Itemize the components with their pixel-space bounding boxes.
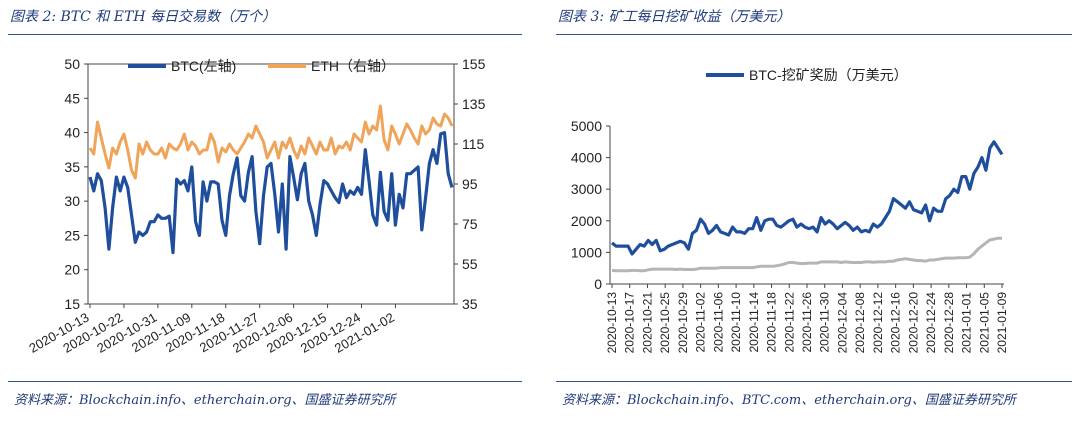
figure-2-top-rule <box>8 34 522 35</box>
figure-2-title: 图表 2: BTC 和 ETH 每日交易数（万个） <box>10 9 276 25</box>
x-tick-label: 2020-10-17 <box>623 292 637 354</box>
x-tick-label: 2020-11-14 <box>747 292 761 353</box>
legend-eth-label: ETH（右轴） <box>311 58 395 74</box>
x-tick-label: 2020-11-18 <box>765 292 779 353</box>
left-tick-label: 20 <box>64 262 80 278</box>
figure-3-top-rule <box>556 34 1072 35</box>
x-tick-label: 2020-12-08 <box>853 292 867 354</box>
right-tick-label: 35 <box>462 296 478 312</box>
right-tick-label: 55 <box>462 256 478 272</box>
figure-3-bottom-rule <box>556 381 1072 382</box>
x-tick-label: 2020-12-16 <box>889 292 903 354</box>
figure-3-chart: 0 1000 2000 3000 4000 5000 2020-10-13 2020-10-1… <box>571 67 1009 354</box>
y-tick-label: 2000 <box>571 213 602 229</box>
figure-2-panel: 图表 2: BTC 和 ETH 每日交易数（万个） 15 20 25 30 35 40 45… <box>0 0 530 429</box>
figure-3-title: 图表 3: 矿工每日挖矿收益（万美元） <box>558 9 791 25</box>
x-tick-label: 2020-11-02 <box>694 292 708 353</box>
x-tick-label: 2020-12-04 <box>835 292 849 354</box>
left-tick-label: 50 <box>64 56 80 72</box>
figure-3-source: 资料来源：Blockchain.info、BTC.com、etherchain.… <box>562 393 1016 408</box>
left-tick-label: 30 <box>64 193 80 209</box>
y-tick-label: 4000 <box>571 150 602 166</box>
legend-btc-label: BTC(左轴) <box>171 58 236 74</box>
x-tick-label: 2020-11-22 <box>782 292 796 353</box>
x-tick-label: 2021-01-05 <box>977 292 991 354</box>
y-tick-label: 3000 <box>571 181 602 197</box>
right-tick-label: 95 <box>462 176 478 192</box>
left-tick-label: 45 <box>64 90 80 106</box>
x-tick-label: 2020-12-28 <box>942 292 956 354</box>
left-tick-label: 25 <box>64 227 80 243</box>
grey-series-line <box>611 236 1002 273</box>
figure-2-bottom-rule <box>8 381 522 382</box>
figure-2-chart: 1520253035404550355575951151351552020-10… <box>26 56 486 356</box>
plot-frame <box>87 63 455 305</box>
x-tick-label: 2020-11-26 <box>800 292 814 353</box>
right-tick-label: 155 <box>462 56 486 72</box>
figure-3-panel: 图表 3: 矿工每日挖矿收益（万美元） 0 1000 2000 3000 4000 500… <box>548 0 1080 429</box>
x-tick-label: 2020-10-25 <box>658 292 672 354</box>
right-tick-label: 115 <box>462 136 485 152</box>
x-tick-label: 2020-11-30 <box>818 292 832 353</box>
x-tick-label: 2021-01-09 <box>995 292 1009 354</box>
x-tick-label: 2020-11-10 <box>729 292 743 353</box>
x-tick-label: 2020-12-24 <box>924 292 938 354</box>
left-tick-label: 15 <box>64 296 80 312</box>
y-tick-label: 0 <box>594 276 602 292</box>
y-tick-label: 1000 <box>571 244 602 260</box>
figure-2-source: 资料来源：Blockchain.info、etherchain.org、国盛证券… <box>14 393 396 408</box>
right-tick-label: 75 <box>462 216 478 232</box>
x-tick-label: 2020-12-12 <box>871 292 885 354</box>
left-tick-label: 40 <box>64 125 80 141</box>
left-tick-label: 35 <box>64 159 80 175</box>
y-tick-label: 5000 <box>571 118 602 134</box>
x-tick-label: 2020-10-13 <box>605 292 619 354</box>
x-tick-label: 2020-10-21 <box>640 292 654 354</box>
right-tick-label: 135 <box>462 96 486 112</box>
btc-series-line <box>88 131 454 255</box>
x-tick-label: 2020-12-20 <box>906 292 920 354</box>
x-tick-label: 2020-10-29 <box>676 292 690 354</box>
eth-series-line <box>88 104 454 180</box>
btc-reward-series-line <box>611 140 1004 256</box>
legend-btc-reward-label: BTC-挖矿奖励（万美元） <box>749 67 908 83</box>
x-tick-label: 2021-01-01 <box>960 292 974 354</box>
x-tick-label: 2020-11-06 <box>711 292 725 353</box>
